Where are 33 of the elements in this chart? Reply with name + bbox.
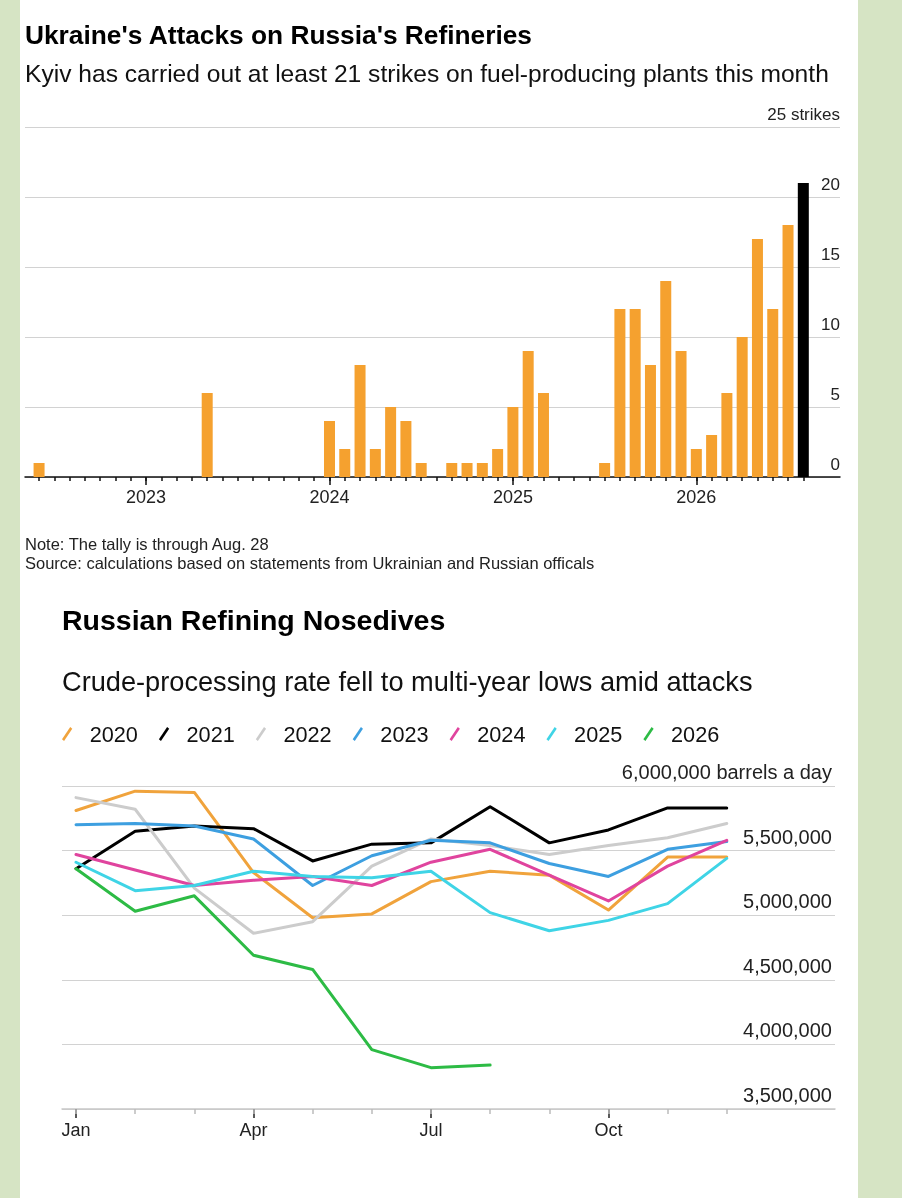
x-tick-label: 2023 (126, 487, 167, 507)
x-tick-label: 2025 (492, 487, 533, 507)
y-tick-label: 4,500,000 (743, 954, 832, 977)
source-note: Source: calculations based on statements from Ukrainian and Russian officals (25, 553, 595, 572)
y-tick-label: 6,000,000 barrels a day (621, 761, 832, 783)
legend-label: 2026 (671, 721, 720, 747)
x-tick-label: Jan (61, 1120, 91, 1140)
y-tick-label: 3,500,000 (743, 1084, 832, 1106)
y-tick-label: 5 (830, 385, 840, 404)
x-tick-label: 2026 (676, 487, 717, 507)
x-tick-label: Apr (239, 1120, 268, 1140)
y-tick-label: 20 (821, 175, 840, 194)
y-tick-label: 15 (821, 245, 840, 264)
x-tick-label: 2024 (309, 487, 350, 507)
y-tick-label: 10 (821, 315, 840, 334)
legend-label: 2025 (574, 721, 623, 747)
chart-subtitle: Kyiv has carried out at least 21 strikes on fuel-producing plants this month (25, 59, 829, 87)
y-tick-label: 4,000,000 (743, 1019, 832, 1042)
chart-subtitle: Crude-processing rate fell to multi-year lows amid attacks (62, 665, 753, 697)
y-tick-label: 0 (830, 455, 840, 474)
legend-label: 2022 (283, 721, 332, 747)
legend-label: 2024 (477, 721, 526, 747)
text: Note: The tally is through Aug. 28 (25, 534, 269, 553)
x-tick-label: Jul (419, 1120, 443, 1140)
y-tick-label: 25 strikes (767, 105, 840, 124)
chart-title: Russian Refining Nosedives (62, 604, 446, 636)
legend-label: 2021 (186, 721, 235, 747)
legend-label: 2020 (89, 721, 138, 747)
y-tick-label: 5,000,000 (743, 890, 832, 913)
chart-title: Ukraine's Attacks on Russia's Refineries (25, 20, 532, 50)
y-tick-label: 5,500,000 (743, 825, 832, 848)
legend-label: 2023 (380, 721, 429, 747)
x-tick-label: Oct (594, 1120, 623, 1140)
